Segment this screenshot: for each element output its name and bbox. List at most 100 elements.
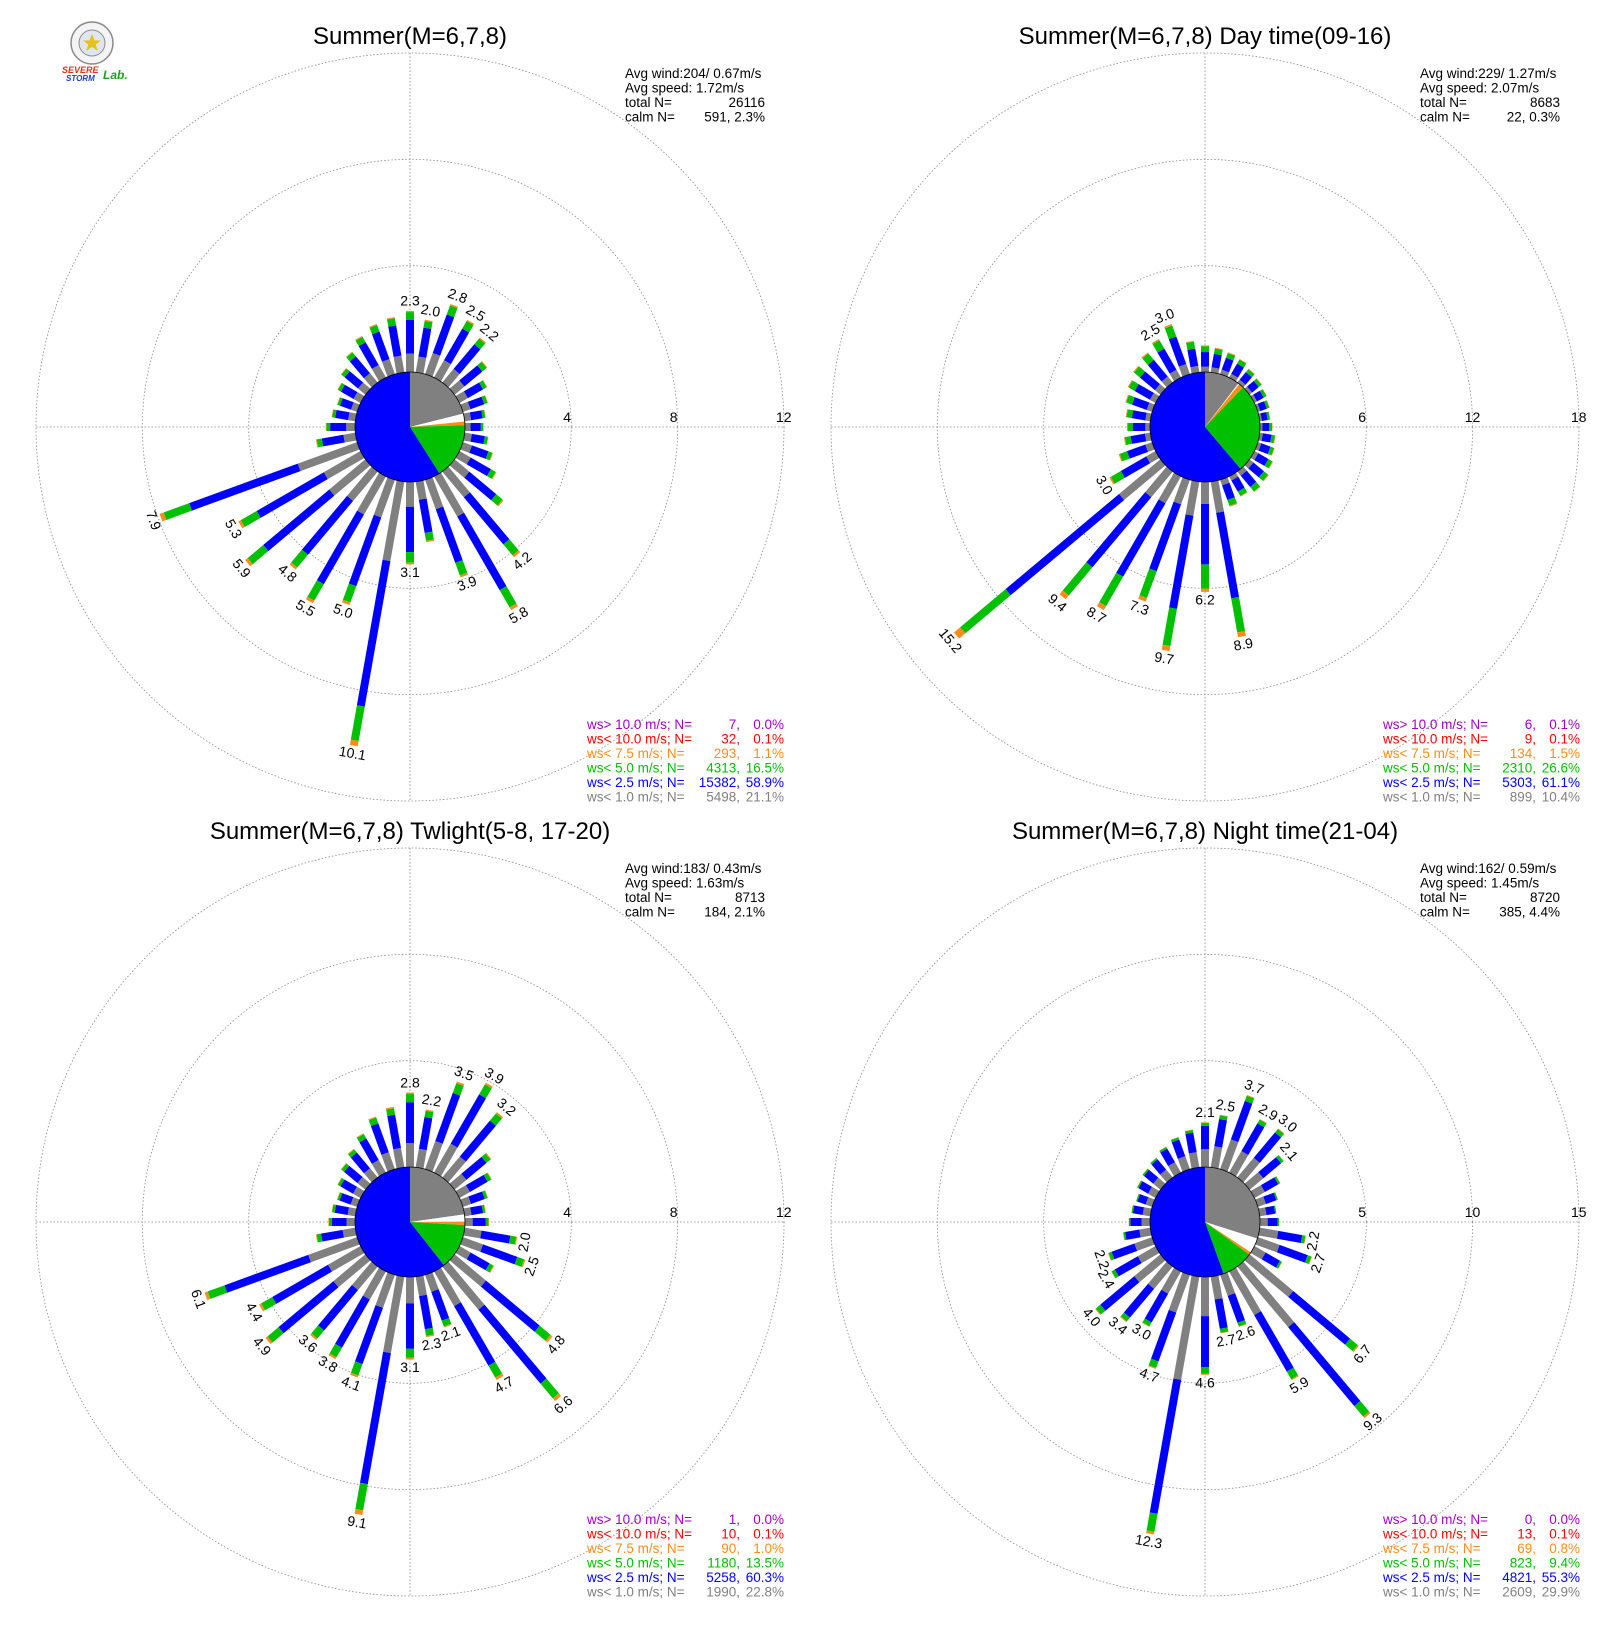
bar-segment-ws_lt5 [1267, 446, 1275, 456]
stat-value: 8683 [1530, 95, 1560, 110]
center-pie-slice-ws_lt7_5 [410, 421, 465, 427]
bar-segment-ws_lt5 [406, 552, 414, 563]
stat-label: Avg speed: 1.72m/s [625, 81, 744, 96]
legend-count: 5258, [706, 1570, 740, 1585]
bar-segment-ws_lt7_5 [459, 572, 469, 578]
bar-segment-ws_lt2_5 [461, 1156, 487, 1180]
bar-segment-ws_lt2_5 [435, 1092, 461, 1144]
bar-segment-ws_lt7_5 [495, 1112, 504, 1119]
bar-segment-ws_lt7_5 [1201, 588, 1209, 592]
bar-segment-ws_lt5 [341, 1163, 350, 1172]
bar-segment-ws_lt7_5 [1170, 1136, 1179, 1141]
bar-segment-ws_lt5 [483, 1172, 492, 1182]
legend-percent: 55.3% [1542, 1570, 1580, 1585]
bar-segment-ws_lt2_5 [1151, 1309, 1177, 1362]
direction-bar [1125, 409, 1152, 422]
bar-segment-ws_lt1 [415, 1148, 427, 1169]
bar-segment-ws_lt5 [1276, 1260, 1282, 1269]
bar-segment-ws_lt5 [960, 589, 1011, 634]
bar-segment-ws_lt7_5 [315, 1234, 319, 1243]
ring-label: 5 [1358, 1204, 1366, 1220]
bar-segment-ws_lt7_5 [1146, 1530, 1155, 1535]
center-pie-slice-ws_lt5 [1205, 1222, 1250, 1274]
bar-segment-ws_lt2_5 [320, 1229, 344, 1242]
bar-segment-ws_lt1 [1255, 1237, 1280, 1253]
direction-bar [1125, 394, 1155, 412]
bar-segment-ws_lt7_5 [331, 409, 334, 418]
bar-segment-ws_lt7_5 [1268, 461, 1274, 469]
bar-segment-ws_lt5 [1237, 359, 1247, 368]
bar-segment-ws_lt7_5 [1227, 352, 1236, 356]
direction-bar [1185, 340, 1200, 374]
bar-segment-ws_lt2_5 [419, 1294, 433, 1330]
center-pie-slice-calm_white [410, 1214, 465, 1222]
bar-segment-ws_lt7_5 [1291, 1375, 1299, 1381]
bar-label: 3.5 [452, 1062, 476, 1084]
bar-segment-ws_lt1 [1188, 1152, 1200, 1169]
bar-segment-ws_lt5 [1186, 341, 1196, 350]
direction-bar [463, 432, 489, 445]
bar-segment-ws_lt2_5 [1276, 1230, 1303, 1243]
bar-segment-ws_lt7_5 [159, 512, 167, 522]
bar-segment-ws_lt7_5 [1161, 644, 1171, 652]
bar-segment-ws_lt2_5 [272, 1264, 332, 1304]
bar-segment-ws_lt5 [1148, 1358, 1159, 1369]
stat-label: Avg speed: 2.07m/s [1420, 81, 1539, 96]
stat-value: 8713 [735, 890, 765, 905]
bar-segment-ws_lt7_5 [456, 1081, 465, 1086]
legend-count: 9, [1525, 732, 1536, 747]
bar-segment-ws_lt5 [356, 1134, 367, 1143]
direction-bar [1258, 1227, 1306, 1244]
direction-bar [455, 1246, 495, 1273]
bar-segment-ws_lt5 [311, 1325, 325, 1339]
bar-segment-ws_lt7_5 [305, 596, 315, 604]
direction-bar [1237, 466, 1261, 493]
legend-label: ws< 2.5 m/s; N= [1382, 1570, 1481, 1585]
bar-segment-ws_lt1 [1201, 1277, 1209, 1317]
bar-segment-ws_lt1 [1210, 367, 1220, 374]
direction-bar [331, 1204, 357, 1217]
bar-segment-ws_lt2_5 [1265, 1205, 1276, 1216]
bar-segment-ws_lt2_5 [339, 398, 354, 410]
stat-value: 591, 2.3% [704, 110, 765, 125]
legend-label: ws< 5.0 m/s; N= [1382, 1556, 1481, 1571]
direction-bar [434, 472, 519, 611]
legend-label: ws< 7.5 m/s; N= [1382, 746, 1481, 761]
direction-bar [415, 480, 435, 543]
bar-segment-ws_lt7_5 [354, 1508, 364, 1516]
direction-bar [953, 459, 1166, 639]
bar-segment-ws_lt2_5 [370, 1123, 389, 1155]
bar-segment-ws_lt1 [425, 1272, 439, 1292]
bar-segment-ws_lt5 [1164, 325, 1177, 340]
bar-segment-ws_lt2_5 [1263, 1192, 1277, 1205]
direction-bar [315, 432, 357, 448]
bar-segment-ws_lt1 [463, 412, 472, 422]
direction-bar [265, 1254, 371, 1345]
bar-segment-ws_lt7_5 [1266, 400, 1270, 408]
bar-segment-ws_lt7_5 [1262, 388, 1267, 397]
direction-bar [1244, 459, 1269, 482]
bar-segment-ws_lt5 [1170, 1137, 1180, 1143]
center-pie-slice-ws_lt2_5 [1149, 372, 1241, 482]
center-pie-slice-calm_white [1205, 383, 1240, 427]
bar-segment-ws_lt1 [1177, 1156, 1190, 1172]
direction-bar [1255, 1192, 1279, 1207]
bar-segment-ws_lt5 [1231, 596, 1246, 633]
center-pie-slice-calm_white [1205, 1222, 1258, 1253]
bar-segment-ws_lt7_5 [1352, 1344, 1359, 1352]
legend-label: ws< 7.5 m/s; N= [586, 1541, 685, 1556]
bar-segment-ws_lt2_5 [454, 1302, 496, 1366]
bar-segment-ws_lt7_5 [289, 562, 298, 570]
bar-segment-ws_lt1 [1141, 1218, 1150, 1226]
bar-label: 2.1 [1195, 1104, 1215, 1120]
bar-segment-ws_lt1 [442, 368, 460, 388]
bar-segment-ws_lt1 [1255, 1196, 1267, 1207]
bar-segment-ws_lt2_5 [1267, 1218, 1278, 1226]
direction-bar [1258, 411, 1271, 422]
bar-segment-ws_lt2_5 [1261, 433, 1272, 443]
bar-segment-ws_lt7_5 [486, 436, 489, 445]
bar-segment-ws_lt7_5 [1148, 1365, 1157, 1369]
legend-percent: 1.1% [753, 746, 784, 761]
bar-segment-ws_lt1 [1148, 1186, 1160, 1198]
direction-bar [460, 442, 494, 461]
